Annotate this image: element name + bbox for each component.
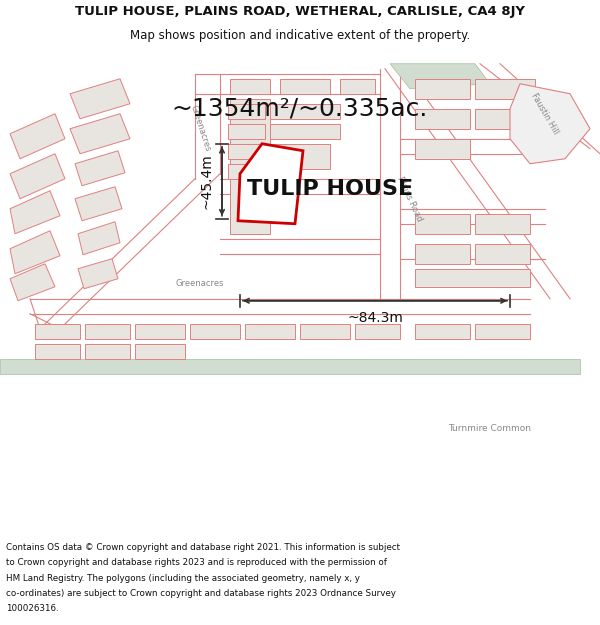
Text: co-ordinates) are subject to Crown copyright and database rights 2023 Ordnance S: co-ordinates) are subject to Crown copyr… [6, 589, 396, 598]
Text: TULIP HOUSE: TULIP HOUSE [247, 179, 413, 199]
Polygon shape [415, 214, 470, 234]
Text: to Crown copyright and database rights 2023 and is reproduced with the permissio: to Crown copyright and database rights 2… [6, 558, 387, 568]
Polygon shape [0, 359, 580, 374]
Polygon shape [75, 151, 125, 186]
Polygon shape [228, 124, 265, 139]
Polygon shape [10, 191, 60, 234]
Text: TULIP HOUSE, PLAINS ROAD, WETHERAL, CARLISLE, CA4 8JY: TULIP HOUSE, PLAINS ROAD, WETHERAL, CARL… [75, 5, 525, 18]
Polygon shape [228, 104, 265, 119]
Polygon shape [415, 79, 470, 99]
Polygon shape [510, 84, 590, 164]
Polygon shape [475, 79, 535, 99]
Polygon shape [270, 124, 340, 139]
Polygon shape [475, 214, 530, 234]
Polygon shape [10, 154, 65, 199]
Polygon shape [230, 79, 270, 94]
Text: ~1354m²/~0.335ac.: ~1354m²/~0.335ac. [172, 97, 428, 121]
Polygon shape [135, 324, 185, 339]
Text: ~84.3m: ~84.3m [347, 311, 403, 325]
Text: Faustin Hill: Faustin Hill [530, 91, 560, 136]
Polygon shape [415, 269, 530, 287]
Text: Plains Road: Plains Road [395, 175, 424, 222]
Polygon shape [190, 324, 240, 339]
Text: Contains OS data © Crown copyright and database right 2021. This information is : Contains OS data © Crown copyright and d… [6, 543, 400, 552]
Polygon shape [228, 144, 265, 159]
Polygon shape [300, 324, 350, 339]
Text: HM Land Registry. The polygons (including the associated geometry, namely x, y: HM Land Registry. The polygons (includin… [6, 574, 360, 582]
Polygon shape [238, 144, 303, 224]
Polygon shape [85, 344, 130, 359]
Polygon shape [10, 231, 60, 274]
Polygon shape [270, 104, 340, 119]
Polygon shape [228, 164, 265, 179]
Polygon shape [415, 244, 470, 264]
Polygon shape [78, 222, 120, 255]
Polygon shape [85, 324, 130, 339]
Polygon shape [475, 324, 530, 339]
Text: Greenacres: Greenacres [188, 104, 212, 153]
Polygon shape [10, 114, 65, 159]
Polygon shape [35, 324, 80, 339]
Text: Greenacres: Greenacres [176, 279, 224, 288]
Polygon shape [280, 79, 330, 94]
Polygon shape [35, 344, 80, 359]
Polygon shape [245, 324, 295, 339]
Polygon shape [475, 244, 530, 264]
Polygon shape [390, 64, 490, 89]
Polygon shape [75, 187, 122, 221]
Polygon shape [340, 79, 375, 94]
Polygon shape [270, 144, 330, 169]
Polygon shape [355, 324, 400, 339]
Text: Map shows position and indicative extent of the property.: Map shows position and indicative extent… [130, 29, 470, 42]
Polygon shape [475, 109, 535, 129]
Text: Turnmire Common: Turnmire Common [449, 424, 532, 433]
Polygon shape [70, 114, 130, 154]
Polygon shape [415, 139, 470, 159]
Polygon shape [415, 109, 470, 129]
Polygon shape [78, 259, 118, 289]
Polygon shape [70, 79, 130, 119]
Text: ~45.4m: ~45.4m [200, 153, 214, 209]
Polygon shape [135, 344, 185, 359]
Polygon shape [230, 99, 270, 234]
Text: 100026316.: 100026316. [6, 604, 59, 613]
Polygon shape [10, 264, 55, 301]
Polygon shape [415, 324, 470, 339]
